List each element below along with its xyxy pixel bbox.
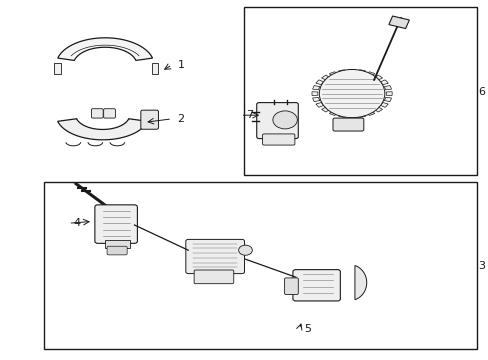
FancyBboxPatch shape	[262, 134, 294, 145]
Text: 7: 7	[245, 110, 252, 120]
Bar	[151, 63, 158, 74]
Polygon shape	[380, 80, 387, 85]
Bar	[44, 182, 476, 349]
Polygon shape	[58, 119, 147, 140]
Bar	[54, 63, 61, 74]
Polygon shape	[315, 103, 323, 107]
FancyBboxPatch shape	[332, 118, 363, 131]
FancyBboxPatch shape	[284, 278, 298, 294]
Text: 4: 4	[74, 218, 81, 228]
Polygon shape	[321, 75, 329, 80]
Polygon shape	[348, 114, 354, 118]
Polygon shape	[373, 75, 382, 80]
Text: 1: 1	[177, 60, 184, 70]
Polygon shape	[321, 107, 329, 112]
FancyBboxPatch shape	[194, 270, 233, 284]
Polygon shape	[358, 113, 365, 117]
Bar	[105, 240, 129, 248]
Polygon shape	[348, 69, 354, 73]
Polygon shape	[388, 16, 408, 28]
FancyBboxPatch shape	[103, 109, 115, 118]
Polygon shape	[329, 111, 337, 116]
Polygon shape	[311, 92, 317, 95]
Circle shape	[319, 69, 384, 118]
Polygon shape	[384, 97, 391, 102]
Text: 2: 2	[177, 114, 184, 124]
Polygon shape	[386, 92, 391, 95]
Polygon shape	[329, 72, 337, 77]
Polygon shape	[312, 97, 319, 102]
Polygon shape	[373, 107, 382, 112]
Polygon shape	[366, 111, 374, 116]
Polygon shape	[366, 72, 374, 77]
Circle shape	[272, 111, 297, 129]
Bar	[244, 7, 476, 175]
Text: 6: 6	[477, 87, 484, 97]
FancyBboxPatch shape	[107, 246, 127, 255]
Polygon shape	[380, 103, 387, 107]
Polygon shape	[358, 70, 365, 74]
Polygon shape	[312, 86, 319, 90]
FancyBboxPatch shape	[95, 205, 137, 243]
Polygon shape	[315, 80, 323, 85]
FancyBboxPatch shape	[256, 103, 298, 139]
Polygon shape	[354, 265, 366, 300]
Polygon shape	[338, 113, 345, 117]
Polygon shape	[58, 38, 152, 60]
Polygon shape	[338, 70, 345, 74]
Text: 5: 5	[304, 324, 311, 334]
Circle shape	[238, 245, 252, 255]
FancyBboxPatch shape	[141, 110, 158, 129]
Text: 3: 3	[477, 261, 484, 271]
FancyBboxPatch shape	[185, 239, 244, 274]
FancyBboxPatch shape	[292, 270, 340, 301]
Polygon shape	[384, 86, 391, 90]
FancyBboxPatch shape	[91, 109, 103, 118]
